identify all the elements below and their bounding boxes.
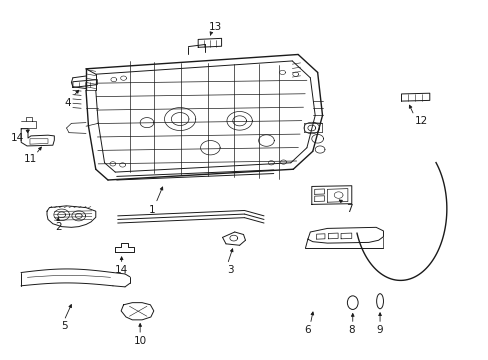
Text: 5: 5 <box>61 321 67 331</box>
Text: 2: 2 <box>55 222 61 231</box>
Text: 11: 11 <box>23 154 37 164</box>
Text: 12: 12 <box>413 116 427 126</box>
Text: 10: 10 <box>133 336 146 346</box>
Text: 8: 8 <box>348 325 354 335</box>
Ellipse shape <box>346 296 357 310</box>
Text: 3: 3 <box>227 265 234 275</box>
Text: 6: 6 <box>304 325 310 335</box>
Text: 1: 1 <box>148 206 155 216</box>
Text: 13: 13 <box>208 22 222 32</box>
Text: 14: 14 <box>115 265 128 275</box>
Text: 4: 4 <box>64 98 71 108</box>
Text: 14: 14 <box>11 133 24 143</box>
Text: 7: 7 <box>346 204 352 214</box>
Text: 9: 9 <box>376 325 383 335</box>
Ellipse shape <box>376 294 383 309</box>
